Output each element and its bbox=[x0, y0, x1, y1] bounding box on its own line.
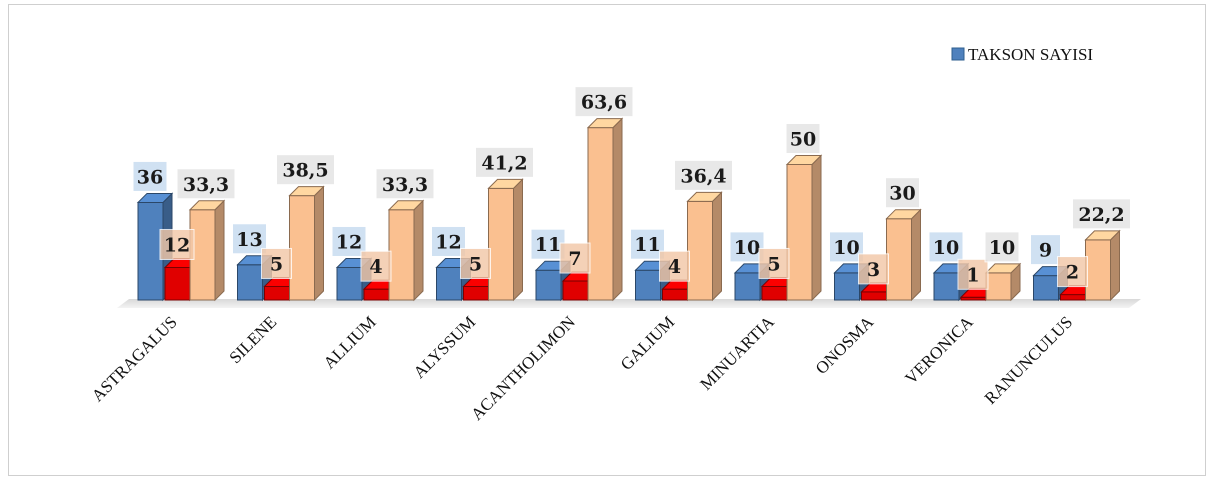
data-label-text: 36 bbox=[137, 166, 163, 188]
bar-2-6 bbox=[785, 154, 823, 302]
bar-2-0 bbox=[188, 199, 226, 302]
data-label-text: 12 bbox=[336, 231, 362, 253]
data-label-text: 3 bbox=[867, 259, 880, 281]
data-label-text: 38,5 bbox=[282, 160, 328, 182]
category-label: ALYSSUM bbox=[410, 312, 480, 382]
category-label: RANUNCULUS bbox=[981, 312, 1077, 408]
data-label-text: 5 bbox=[270, 253, 283, 275]
category-label: GALIUM bbox=[617, 312, 679, 374]
data-label-0-3: 12 bbox=[431, 225, 466, 257]
category-label: VERONICA bbox=[901, 312, 977, 388]
data-label-text: 9 bbox=[1039, 240, 1052, 262]
data-label-1-7: 3 bbox=[858, 253, 889, 285]
data-label-1-4: 7 bbox=[559, 242, 591, 274]
category-label: ASTRAGALUS bbox=[88, 312, 181, 405]
data-label-1-0: 12 bbox=[159, 228, 195, 260]
data-label-text: 10 bbox=[833, 237, 859, 259]
bar-2-2 bbox=[387, 199, 425, 302]
data-label-1-5: 4 bbox=[659, 250, 690, 282]
legend-swatch bbox=[951, 47, 965, 61]
data-label-text: 12 bbox=[164, 234, 190, 256]
bar-2-7 bbox=[885, 208, 922, 302]
data-label-text: 5 bbox=[767, 253, 780, 275]
data-label-text: 63,6 bbox=[581, 92, 627, 114]
data-label-2-7: 30 bbox=[885, 177, 920, 209]
data-label-text: 2 bbox=[1066, 262, 1079, 284]
data-label-2-0: 33,3 bbox=[176, 168, 236, 200]
data-label-2-9: 22,2 bbox=[1072, 198, 1131, 230]
data-label-text: 10 bbox=[989, 237, 1015, 259]
bar-2-5 bbox=[686, 191, 723, 302]
data-label-text: 22,2 bbox=[1078, 204, 1124, 226]
data-label-0-9: 9 bbox=[1030, 234, 1061, 266]
chart-floor bbox=[117, 299, 1141, 308]
legend-label: TAKSON SAYISI bbox=[968, 45, 1093, 64]
bar-2-8 bbox=[984, 262, 1022, 302]
data-label-text: 7 bbox=[568, 248, 581, 270]
data-label-text: 4 bbox=[668, 256, 681, 278]
data-label-text: 5 bbox=[469, 253, 482, 275]
data-label-text: 11 bbox=[634, 234, 660, 256]
data-label-text: 36,4 bbox=[680, 165, 726, 187]
data-label-2-8: 10 bbox=[984, 231, 1020, 263]
data-label-1-8: 1 bbox=[957, 258, 989, 290]
bar-2-1 bbox=[288, 185, 325, 302]
bar-2-3 bbox=[487, 178, 524, 302]
data-label-0-1: 13 bbox=[232, 223, 267, 255]
data-label-text: 1 bbox=[966, 264, 979, 286]
data-label-text: 13 bbox=[236, 229, 262, 251]
category-label: ACANTHOLIMON bbox=[467, 312, 579, 424]
data-label-2-3: 41,2 bbox=[475, 146, 534, 178]
data-label-text: 33,3 bbox=[183, 174, 229, 196]
category-label: MINUARTIA bbox=[696, 312, 778, 394]
data-label-2-6: 50 bbox=[785, 123, 821, 154]
category-label: SILENE bbox=[225, 312, 280, 367]
data-label-text: 50 bbox=[790, 129, 816, 151]
chart-frame: 36 12 33,3 13 5 38,5 12 4 33,3 12 5 41,2 11 7 63,6 11 4 3… bbox=[8, 4, 1206, 476]
bar-2-4 bbox=[586, 117, 624, 302]
bar-chart: 361233,313538,512433,312541,211763,61143… bbox=[88, 45, 1141, 424]
data-label-2-5: 36,4 bbox=[674, 159, 733, 191]
category-label: ALLIUM bbox=[320, 312, 380, 372]
data-label-text: 41,2 bbox=[481, 152, 527, 174]
data-label-1-2: 4 bbox=[360, 250, 392, 282]
data-label-2-1: 38,5 bbox=[276, 154, 335, 186]
data-label-text: 4 bbox=[369, 256, 382, 278]
data-label-text: 10 bbox=[734, 237, 760, 259]
data-label-0-2: 12 bbox=[331, 225, 367, 257]
data-label-2-2: 33,3 bbox=[375, 168, 435, 200]
data-label-1-1: 5 bbox=[261, 247, 292, 279]
data-label-text: 33,3 bbox=[382, 174, 428, 196]
data-label-text: 10 bbox=[933, 237, 959, 259]
data-label-0-6: 10 bbox=[729, 231, 765, 263]
data-label-0-5: 11 bbox=[630, 228, 665, 260]
data-label-1-9: 2 bbox=[1057, 256, 1088, 288]
category-label: ONOSMA bbox=[812, 312, 878, 378]
data-label-0-0: 36 bbox=[132, 160, 168, 192]
bar-2-9 bbox=[1084, 229, 1121, 302]
data-label-2-4: 63,6 bbox=[574, 86, 634, 118]
data-label-1-6: 5 bbox=[758, 247, 790, 279]
data-label-0-7: 10 bbox=[829, 231, 864, 263]
data-label-text: 30 bbox=[889, 183, 915, 205]
data-label-1-3: 5 bbox=[460, 247, 491, 279]
data-label-text: 11 bbox=[535, 234, 561, 256]
data-label-0-8: 10 bbox=[928, 231, 964, 263]
data-label-text: 12 bbox=[435, 231, 461, 253]
legend: TAKSON SAYISI bbox=[951, 45, 1093, 64]
